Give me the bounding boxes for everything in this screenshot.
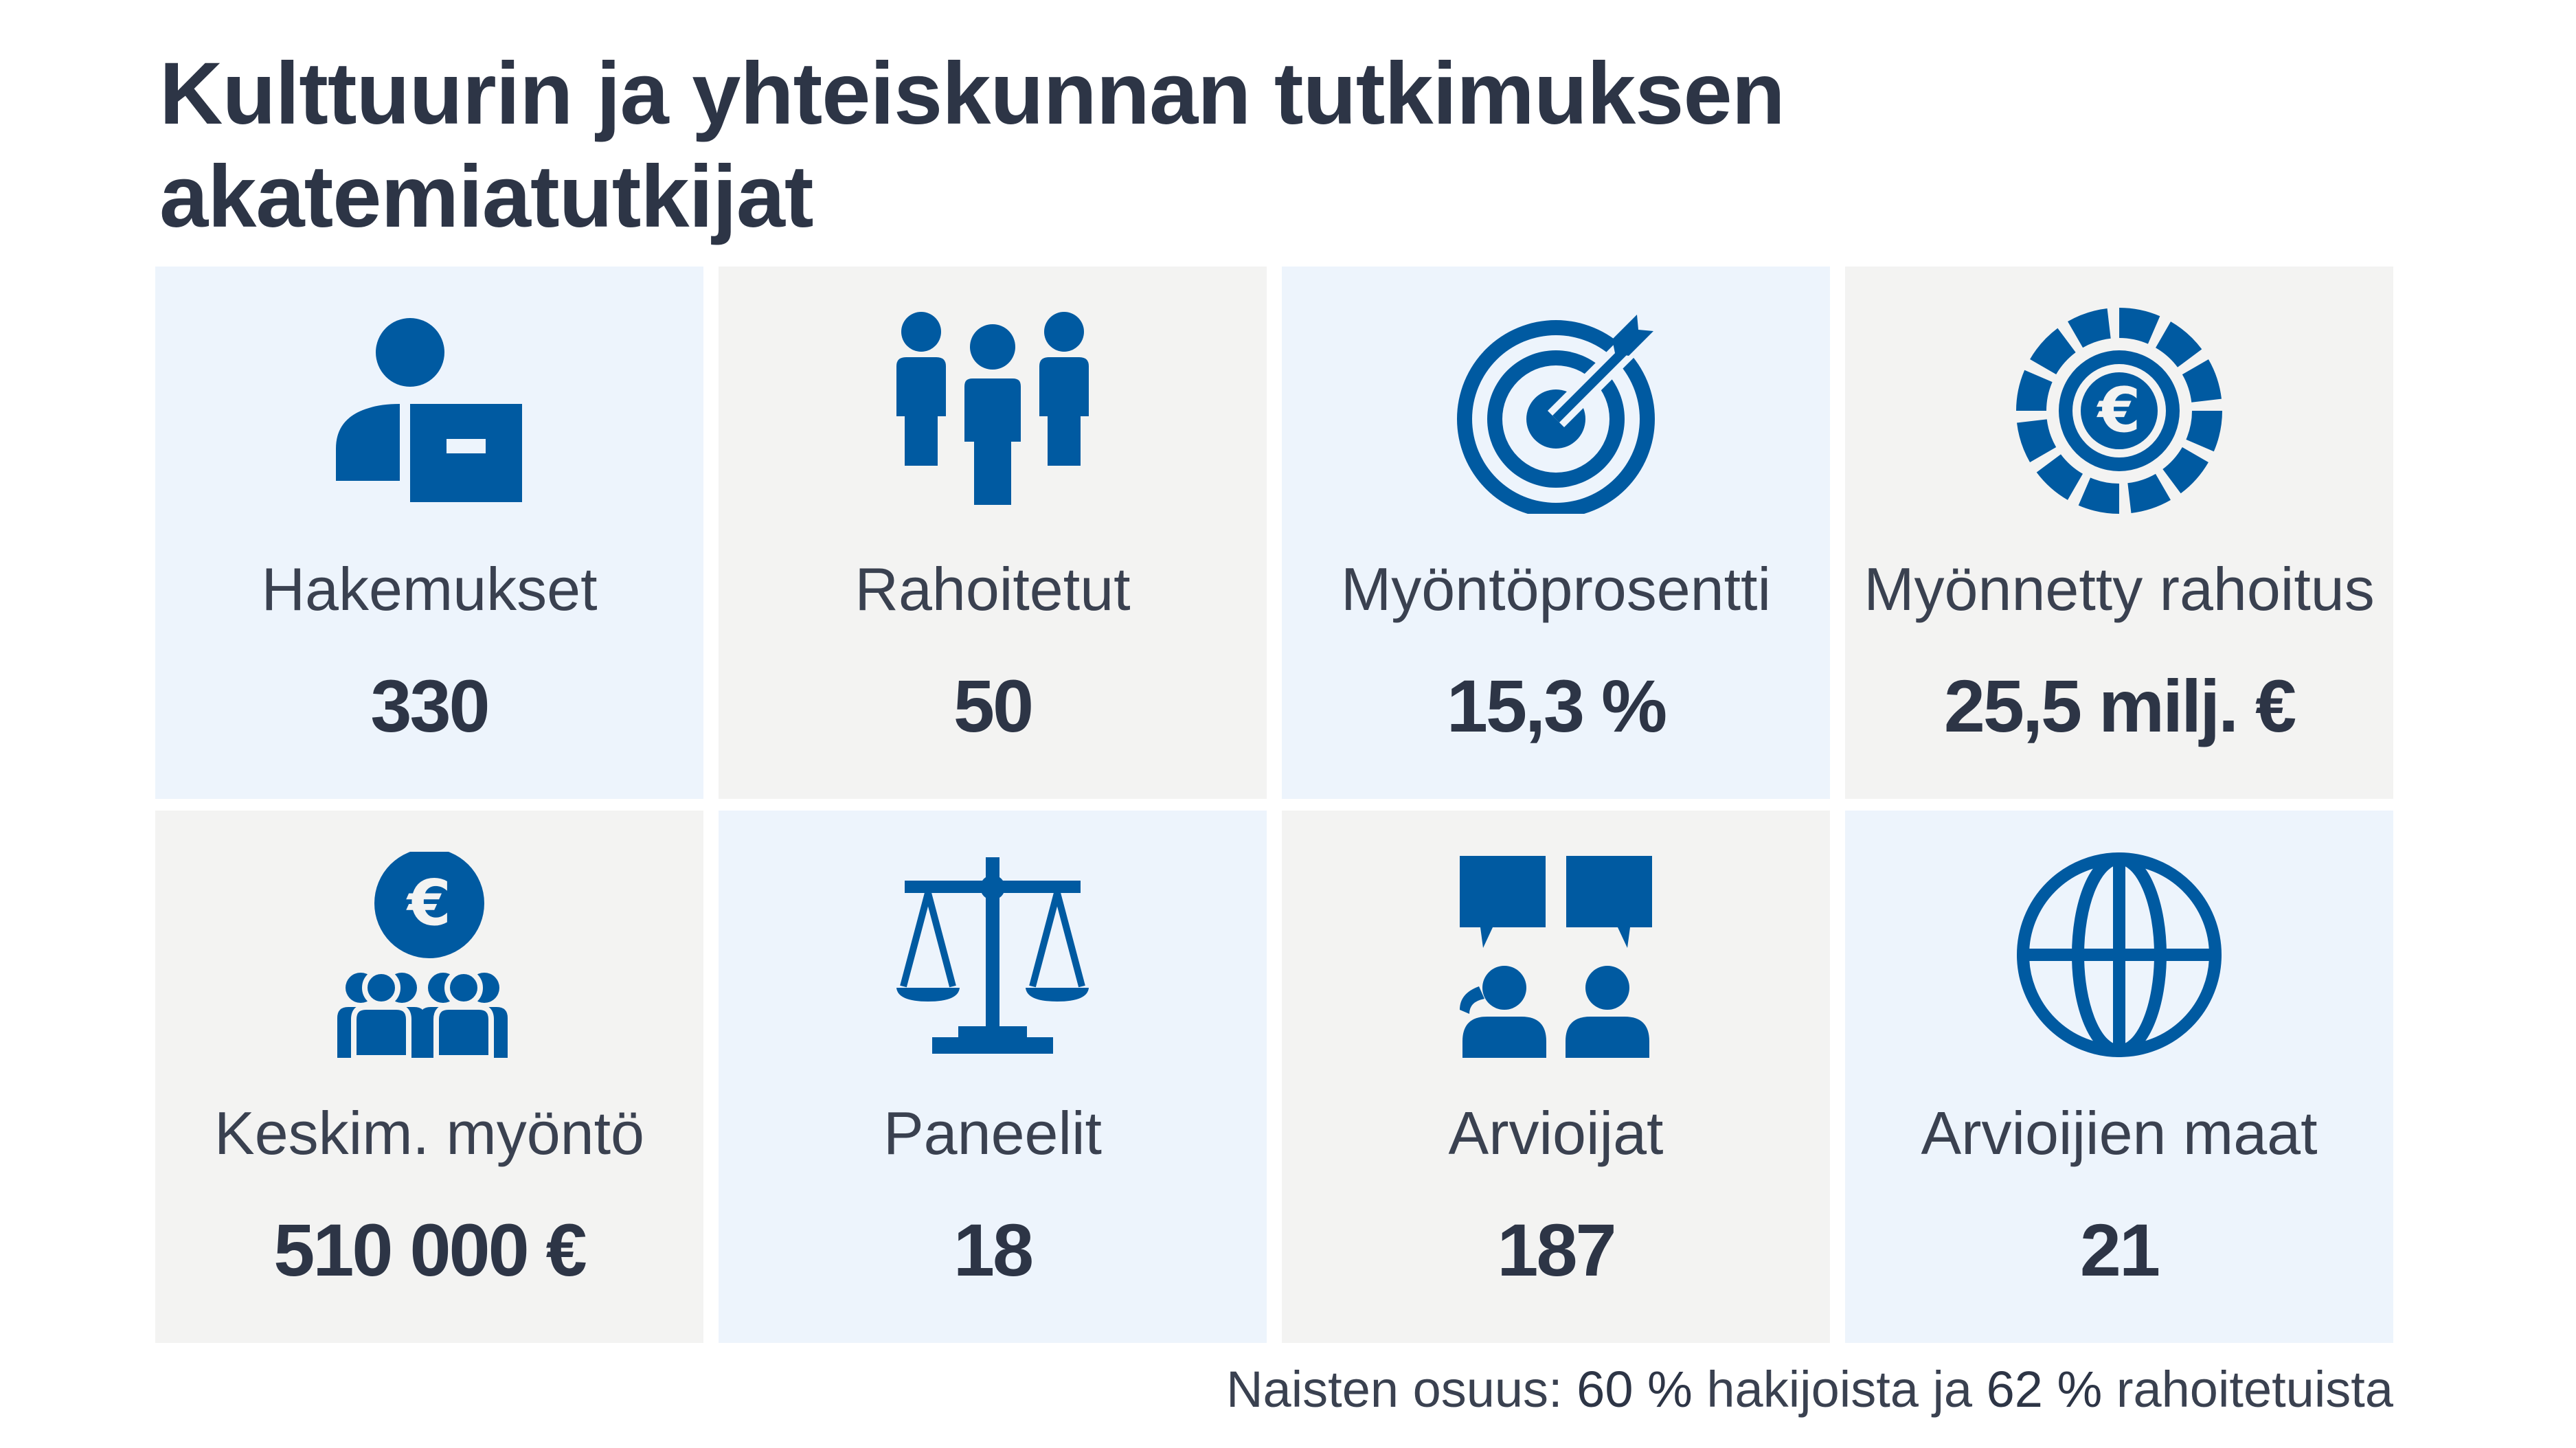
tile-label: Myöntöprosentti <box>1340 555 1772 623</box>
women-funded-share: 62 % <box>1986 1361 2103 1418</box>
tile-value: 21 <box>2079 1208 2160 1291</box>
page-title: Kulttuurin ja yhteiskunnan tutkimuksen a… <box>159 43 2426 249</box>
tile-label: Myönnetty rahoitus <box>1864 555 2375 623</box>
svg-text:€: € <box>2097 374 2141 446</box>
tile-value: 330 <box>370 664 490 747</box>
footnote-suffix: rahoitetuista <box>2102 1361 2393 1418</box>
footnote-prefix: Naisten osuus: <box>1226 1361 1577 1418</box>
reviewers-chat-icon <box>1453 852 1659 1058</box>
women-applicants-share: 60 % <box>1577 1361 1693 1418</box>
tile-label: Hakemukset <box>261 555 598 623</box>
scales-icon <box>890 852 1096 1058</box>
tile-label: Paneelit <box>883 1099 1102 1167</box>
page-title-line-1: Kulttuurin ja yhteiskunnan tutkimuksen <box>159 45 1785 143</box>
tile-value: 50 <box>953 664 1034 747</box>
tile-value: 25,5 milj. € <box>1943 664 2296 747</box>
tile-awarded-funding: € Myönnetty rahoitus 25,5 milj. € <box>1845 267 2393 799</box>
tile-label: Keskim. myöntö <box>214 1099 644 1167</box>
tile-applications: Hakemukset 330 <box>155 267 703 799</box>
tile-label: Rahoitetut <box>855 555 1131 623</box>
tile-success-rate: Myöntöprosentti 15,3 % <box>1282 267 1830 799</box>
svg-text:€: € <box>406 866 451 940</box>
footnote-middle: hakijoista ja <box>1692 1361 1987 1418</box>
target-icon <box>1453 308 1659 514</box>
tile-reviewer-countries: Arvioijien maat 21 <box>1845 811 2393 1343</box>
tile-value: 18 <box>953 1208 1034 1291</box>
tile-value: 15,3 % <box>1446 664 1667 747</box>
page-title-line-2: akatemiatutkijat <box>159 148 814 246</box>
tile-value: 187 <box>1497 1208 1616 1291</box>
tile-label: Arvioijat <box>1448 1099 1664 1167</box>
tile-panels: Paneelit 18 <box>719 811 1267 1343</box>
tile-label: Arvioijien maat <box>1921 1099 2318 1167</box>
euro-people-icon: € <box>326 852 532 1058</box>
statistics-grid: Hakemukset 330 Rahoitetut 50 <box>155 267 2393 1343</box>
euro-coin-icon: € <box>2016 308 2222 514</box>
applicant-icon <box>326 308 532 514</box>
tile-average-grant: € Keskim. myöntö 510 000 € <box>155 811 703 1343</box>
globe-icon <box>2016 852 2222 1058</box>
tile-funded: Rahoitetut 50 <box>719 267 1267 799</box>
tile-value: 510 000 € <box>273 1208 587 1291</box>
tile-reviewers: Arvioijat 187 <box>1282 811 1830 1343</box>
group-icon <box>890 308 1096 514</box>
women-share-note: Naisten osuus: 60 % hakijoista ja 62 % r… <box>1226 1359 2393 1421</box>
